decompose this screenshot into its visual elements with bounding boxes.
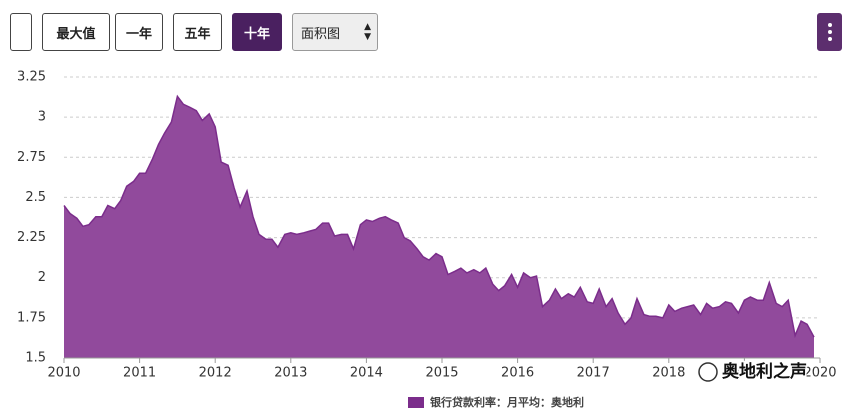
y-tick-label: 1.5: [25, 351, 46, 366]
wechat-icon: [698, 362, 718, 382]
y-tick-label: 2.25: [17, 230, 46, 245]
y-tick-label: 2.75: [17, 150, 46, 165]
x-tick-label: 2014: [350, 366, 383, 381]
range-button[interactable]: 十年: [232, 13, 282, 51]
y-tick-label: 1.75: [17, 310, 46, 325]
legend-swatch: [408, 397, 424, 408]
x-tick-label: 2017: [577, 366, 610, 381]
y-tick-label: 3: [38, 110, 46, 125]
area-line: [63, 94, 815, 339]
y-tick-label: 3.25: [17, 70, 46, 85]
select-label: 面积图: [301, 26, 341, 42]
x-tick-label: 2015: [425, 366, 458, 381]
range-button[interactable]: 一年: [115, 13, 163, 51]
y-tick-label: 2.5: [25, 190, 46, 205]
x-tick-label: 2019: [728, 366, 761, 381]
x-tick-label: 2013: [274, 366, 307, 381]
select-arrow: ▲ ▼: [364, 22, 371, 42]
range-button[interactable]: 最大值: [42, 13, 110, 51]
x-tick-label: 2012: [199, 366, 232, 381]
chart-type-select[interactable]: 面积图 ▲ ▼: [292, 13, 378, 51]
range-button[interactable]: 五年: [173, 13, 222, 51]
watermark: 奥地利之声: [722, 361, 807, 382]
x-tick-label: 2020: [803, 366, 836, 381]
y-tick-label: 2: [38, 270, 46, 285]
legend-label: 银行贷款利率：月平均：奥地利: [430, 395, 584, 409]
empty-button[interactable]: [10, 13, 32, 51]
x-tick-label: 2011: [123, 366, 156, 381]
x-tick-label: 2016: [501, 366, 534, 381]
x-tick-label: 2018: [652, 366, 685, 381]
x-tick-label: 2010: [47, 366, 80, 381]
menu-button[interactable]: [817, 13, 842, 51]
area: [64, 96, 814, 359]
